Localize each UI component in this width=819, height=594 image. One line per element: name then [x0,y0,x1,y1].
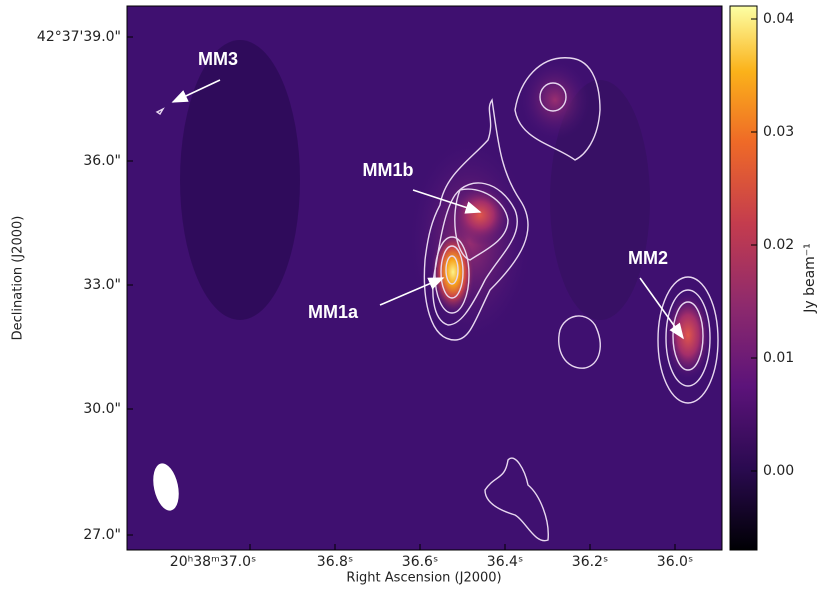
x-tick-label: 36.0ˢ [657,554,693,570]
colorbar-label: Jy beam⁻¹ [802,243,818,314]
map [126,5,723,551]
colorbar-tick-label: 0.00 [763,463,794,479]
annotation: MM2 [628,248,668,268]
y-tick-label: 33.0" [83,277,121,293]
x-tick-label: 36.8ˢ [317,554,353,570]
y-tick-label: 42°37'39.0" [37,29,121,45]
x-tick-label: 36.6ˢ [402,554,438,570]
x-axis-label: Right Ascension (J2000) [346,571,501,586]
y-axis-label: Declination (J2000) [11,216,26,341]
colorbar-ticks: 0.04 0.03 0.02 0.01 0.00 [751,11,794,479]
colorbar [729,5,758,551]
y-ticks: 42°37'39.0" 36.0" 33.0" 30.0" 27.0" [37,29,133,543]
colorbar-tick-label: 0.03 [763,124,794,140]
annotation: MM1a [308,302,359,322]
colorbar-tick-label: 0.04 [763,11,794,27]
y-tick-label: 27.0" [83,527,121,543]
annotation: MM3 [198,49,238,69]
colorbar-tick-label: 0.02 [763,237,794,253]
annotation: MM1b [363,160,414,180]
x-tick-label: 36.2ˢ [572,554,608,570]
y-tick-label: 30.0" [83,401,121,417]
y-tick-label: 36.0" [83,153,121,169]
x-tick-label: 36.4ˢ [487,554,523,570]
colorbar-tick-label: 0.01 [763,350,794,366]
x-tick-label: 20ʰ38ᵐ37.0ˢ [170,554,256,570]
x-ticks: 20ʰ38ᵐ37.0ˢ 36.8ˢ 36.6ˢ 36.4ˢ 36.2ˢ 36.0ˢ [170,544,693,570]
